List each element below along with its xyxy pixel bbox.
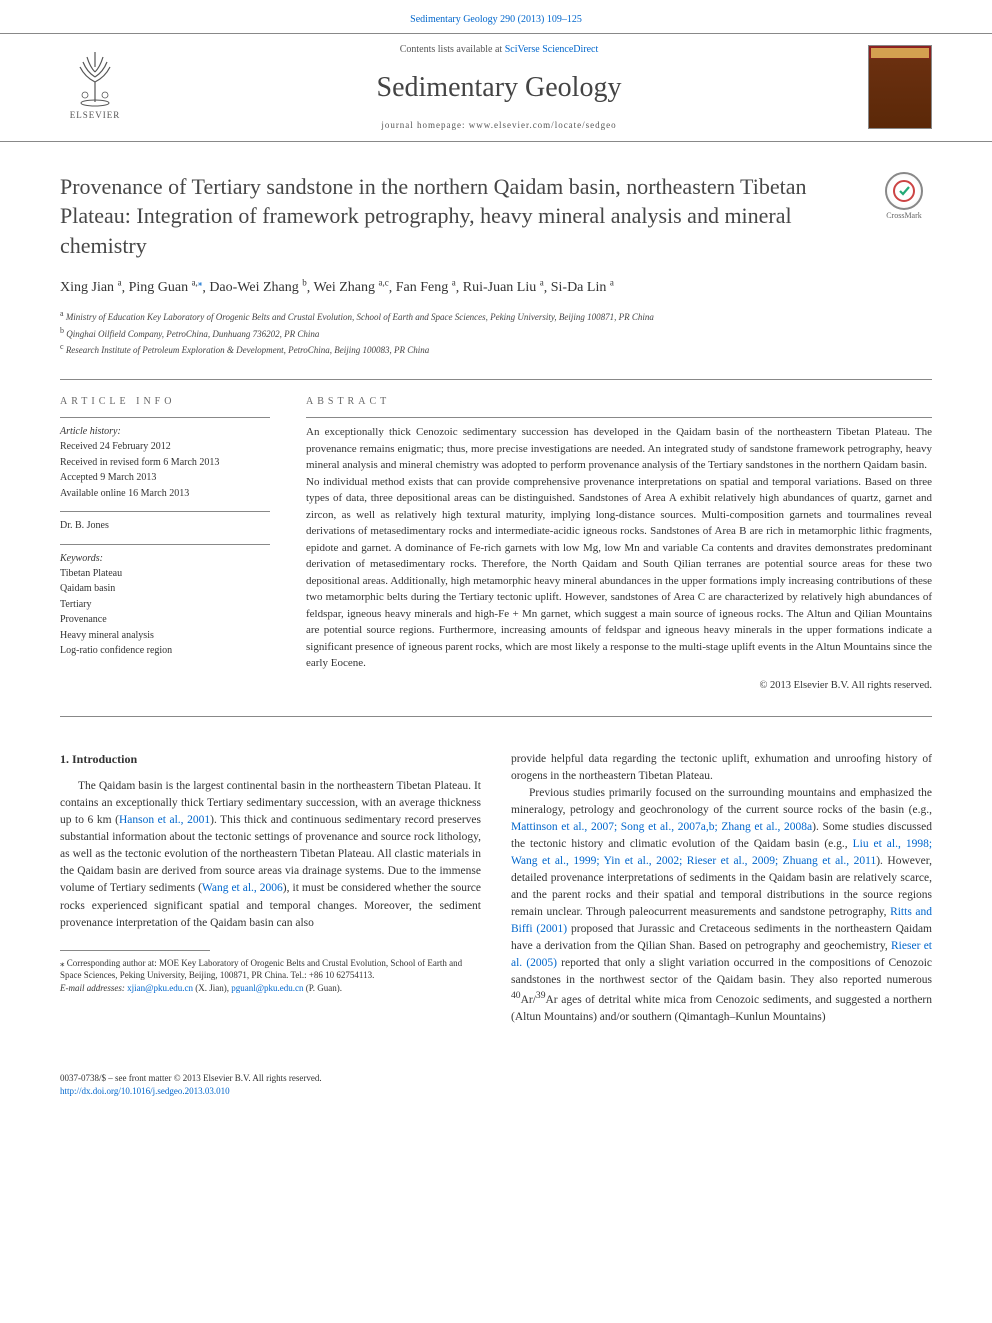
affiliation: c Research Institute of Petroleum Explor… <box>60 341 932 357</box>
history-line: Accepted 9 March 2013 <box>60 470 270 486</box>
affiliation: b Qinghai Oilfield Company, PetroChina, … <box>60 325 932 341</box>
right-column: provide helpful data regarding the tecto… <box>511 751 932 1026</box>
email-footnote: E-mail addresses: xjian@pku.edu.cn (X. J… <box>60 982 481 995</box>
body-columns: 1. Introduction The Qaidam basin is the … <box>60 751 932 1026</box>
body-paragraph: provide helpful data regarding the tecto… <box>511 751 932 785</box>
keywords-label: Keywords: <box>60 551 270 566</box>
editor-line: Dr. B. Jones <box>60 518 270 534</box>
author: Si-Da Lin a <box>551 280 614 295</box>
abstract-block: abstract An exceptionally thick Cenozoic… <box>306 394 932 693</box>
history-label: Article history: <box>60 424 270 439</box>
history-line: Received 24 February 2012 <box>60 439 270 455</box>
doi-link[interactable]: http://dx.doi.org/10.1016/j.sedgeo.2013.… <box>60 1086 230 1096</box>
crossmark-label: CrossMark <box>886 210 922 222</box>
abstract-copyright: © 2013 Elsevier B.V. All rights reserved… <box>306 678 932 694</box>
email-link[interactable]: pguanl@pku.edu.cn <box>231 983 303 993</box>
keyword: Heavy mineral analysis <box>60 628 270 644</box>
journal-cover-thumb <box>868 45 932 129</box>
journal-homepage: journal homepage: www.elsevier.com/locat… <box>146 119 852 133</box>
history-line: Available online 16 March 2013 <box>60 486 270 502</box>
journal-header: ELSEVIER Contents lists available at Sci… <box>0 33 992 142</box>
elsevier-logo: ELSEVIER <box>60 47 130 127</box>
body-paragraph: Previous studies primarily focused on th… <box>511 785 932 1026</box>
affiliation: a Ministry of Education Key Laboratory o… <box>60 308 932 324</box>
left-column: 1. Introduction The Qaidam basin is the … <box>60 751 481 1026</box>
header-center: Contents lists available at SciVerse Sci… <box>146 42 852 133</box>
keyword: Log-ratio confidence region <box>60 643 270 659</box>
section-heading: 1. Introduction <box>60 751 481 769</box>
corresponding-star-link[interactable]: ⁎ <box>198 278 203 288</box>
section-divider <box>60 716 932 717</box>
footer-left: 0037-0738/$ – see front matter © 2013 El… <box>60 1072 322 1099</box>
contents-available-line: Contents lists available at SciVerse Sci… <box>146 42 852 57</box>
footnote-divider <box>60 950 210 951</box>
keyword: Qaidam basin <box>60 581 270 597</box>
crossmark-badge-icon <box>885 172 923 210</box>
publisher-name: ELSEVIER <box>70 109 121 123</box>
citation-link[interactable]: Hanson et al., 2001 <box>119 814 210 826</box>
keyword: Tibetan Plateau <box>60 566 270 582</box>
citation-link[interactable]: Mattinson et al., 2007; Song et al., 200… <box>511 821 812 833</box>
journal-citation-link[interactable]: Sedimentary Geology 290 (2013) 109–125 <box>410 14 582 25</box>
abstract-paragraph: No individual method exists that can pro… <box>306 474 932 672</box>
corresponding-footnote: ⁎ Corresponding author at: MOE Key Labor… <box>60 957 481 982</box>
article-title: Provenance of Tertiary sandstone in the … <box>60 172 856 261</box>
affiliations: a Ministry of Education Key Laboratory o… <box>60 308 932 357</box>
issn-copyright: 0037-0738/$ – see front matter © 2013 El… <box>60 1072 322 1086</box>
author: Fan Feng a <box>396 280 456 295</box>
keyword: Provenance <box>60 612 270 628</box>
keyword: Tertiary <box>60 597 270 613</box>
citation-link[interactable]: Wang et al., 2006 <box>202 882 283 894</box>
author: Xing Jian a <box>60 280 122 295</box>
abstract-paragraph: An exceptionally thick Cenozoic sediment… <box>306 424 932 474</box>
authors-line: Xing Jian a, Ping Guan a,⁎, Dao-Wei Zhan… <box>60 277 932 299</box>
footnotes: ⁎ Corresponding author at: MOE Key Labor… <box>60 957 481 995</box>
body-paragraph: The Qaidam basin is the largest continen… <box>60 778 481 931</box>
author: Ping Guan a,⁎ <box>129 280 203 295</box>
elsevier-tree-icon <box>65 47 125 107</box>
email-link[interactable]: xjian@pku.edu.cn <box>127 983 193 993</box>
history-line: Received in revised form 6 March 2013 <box>60 455 270 471</box>
sciencedirect-link[interactable]: SciVerse ScienceDirect <box>505 44 599 55</box>
journal-citation-top: Sedimentary Geology 290 (2013) 109–125 <box>0 0 992 33</box>
article-info-block: article info Article history: Received 2… <box>60 394 270 693</box>
page-footer: 0037-0738/$ – see front matter © 2013 El… <box>0 1066 992 1115</box>
section-divider <box>60 379 932 380</box>
crossmark-widget[interactable]: CrossMark <box>876 172 932 222</box>
author: Rui-Juan Liu a <box>463 280 544 295</box>
journal-name: Sedimentary Geology <box>146 67 852 109</box>
article-info-head: article info <box>60 394 270 409</box>
author: Dao-Wei Zhang b <box>209 280 306 295</box>
author: Wei Zhang a,c <box>314 280 389 295</box>
abstract-head: abstract <box>306 394 932 409</box>
